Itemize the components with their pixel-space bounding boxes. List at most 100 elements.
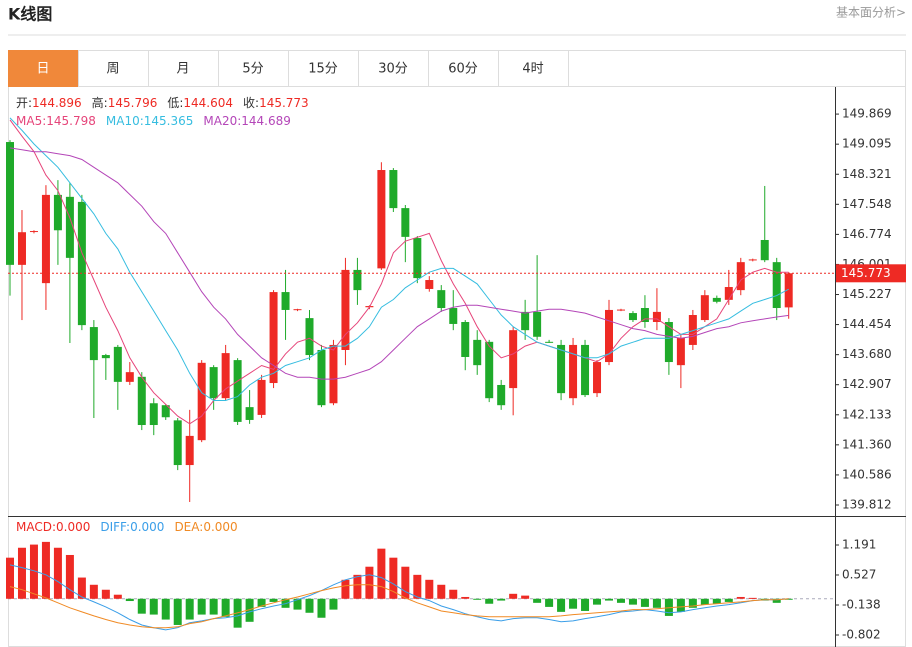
macd-bar: [293, 598, 302, 610]
macd-bar: [425, 579, 434, 599]
macd-bar: [209, 598, 218, 615]
tab[interactable]: [498, 50, 569, 87]
legend-value: 144.689: [241, 114, 291, 128]
macd-bar: [137, 598, 146, 614]
candle-body: [77, 201, 86, 326]
macd-bar: [772, 598, 781, 603]
macd-bar: [65, 554, 74, 599]
tab-label[interactable]: 月: [176, 62, 189, 77]
tab-label[interactable]: 周: [106, 62, 119, 77]
candle-body: [688, 315, 697, 345]
macd-bar: [221, 598, 230, 617]
legend-name: DEA:: [174, 520, 203, 534]
series-line: [9, 564, 789, 631]
tab[interactable]: [358, 50, 429, 87]
y-tick-label: 148.321: [842, 167, 892, 181]
candle-body: [437, 290, 446, 309]
legend-value: 0.000: [203, 520, 237, 534]
legend-value: 145.365: [144, 114, 194, 128]
macd-bar: [712, 598, 721, 604]
macd-bar: [101, 589, 110, 599]
macd-bar: [473, 598, 482, 600]
tab-label[interactable]: 60分: [448, 62, 478, 77]
candle-body: [569, 344, 578, 399]
candle-body: [616, 309, 625, 311]
legend-name: MA10:: [106, 114, 144, 128]
macd-bar: [17, 547, 26, 599]
y-tick-label: 0.527: [842, 567, 876, 581]
candle-body: [724, 287, 733, 300]
candle-body: [329, 344, 338, 404]
macd-bar: [521, 595, 530, 599]
candle-body: [185, 435, 194, 466]
tab-label[interactable]: 15分: [308, 62, 338, 77]
candle-body: [521, 311, 530, 331]
legend-value: 145.796: [108, 96, 158, 110]
macd-bar: [748, 597, 757, 599]
candle-body: [245, 407, 254, 420]
candle-body: [65, 196, 74, 258]
candle-body: [389, 170, 398, 209]
tab[interactable]: [78, 50, 149, 87]
candle-body: [640, 308, 649, 323]
y-tick-label: 143.680: [842, 347, 892, 361]
candle-body: [137, 376, 146, 426]
legend-name: MA20:: [203, 114, 241, 128]
macd-bar: [700, 598, 709, 605]
macd-bar: [353, 574, 362, 599]
tab-label[interactable]: 5分: [242, 62, 263, 77]
legend-value: 144.604: [183, 96, 233, 110]
macd-bar: [113, 594, 122, 599]
candle-body: [305, 318, 314, 356]
candle-body: [401, 208, 410, 237]
tab-label[interactable]: 4时: [522, 62, 543, 77]
tab[interactable]: [8, 50, 79, 87]
candle-body: [497, 384, 506, 406]
candle-body: [377, 170, 386, 269]
tab-label[interactable]: 日: [36, 62, 49, 77]
macd-bar: [461, 596, 470, 599]
legend: MACD:0.000 DIFF:0.000 DEA:0.000: [16, 520, 238, 534]
candle-body: [509, 330, 518, 389]
y-tick-label: 142.133: [842, 407, 892, 421]
y-tick-label: 145.227: [842, 287, 892, 301]
macd-bar: [329, 598, 338, 610]
y-tick-label: 141.360: [842, 437, 892, 451]
macd-bar: [269, 598, 278, 602]
macd-bar: [89, 584, 98, 599]
candle-body: [712, 297, 721, 302]
legend-value: 145.798: [46, 114, 96, 128]
series-line: [9, 117, 789, 401]
candle-body: [581, 344, 590, 396]
macd-bar: [377, 548, 386, 599]
tab-label[interactable]: 30分: [378, 62, 408, 77]
candle-body: [89, 327, 98, 361]
macd-bar: [581, 598, 590, 611]
y-tick-label: 139.812: [842, 498, 892, 512]
macd-bar: [185, 598, 194, 620]
analysis-link[interactable]: 基本面分析>: [836, 6, 906, 20]
legend-value: 145.773: [259, 96, 309, 110]
candle-body: [161, 405, 170, 418]
series-line: [9, 119, 789, 425]
candle-body: [413, 238, 422, 279]
macd-bar: [245, 598, 254, 622]
candle-body: [341, 269, 350, 350]
candle-body: [784, 273, 793, 308]
macd-bar: [341, 579, 350, 599]
legend-name: 低:: [167, 96, 183, 110]
legend-value: 0.000: [130, 520, 164, 534]
macd-bar: [628, 598, 637, 605]
tab[interactable]: [218, 50, 289, 87]
legend: 开:144.896 高:145.796 低:144.604 收:145.773: [16, 95, 309, 110]
candle-body: [461, 322, 470, 357]
candle-body: [17, 232, 26, 265]
candle-body: [425, 280, 434, 289]
page-title: K线图: [8, 5, 52, 24]
tab[interactable]: [148, 50, 219, 87]
legend-name: 高:: [92, 95, 108, 110]
last-price-box: [836, 264, 906, 283]
y-tick-label: 1.191: [842, 537, 876, 551]
candle-body: [557, 344, 566, 394]
